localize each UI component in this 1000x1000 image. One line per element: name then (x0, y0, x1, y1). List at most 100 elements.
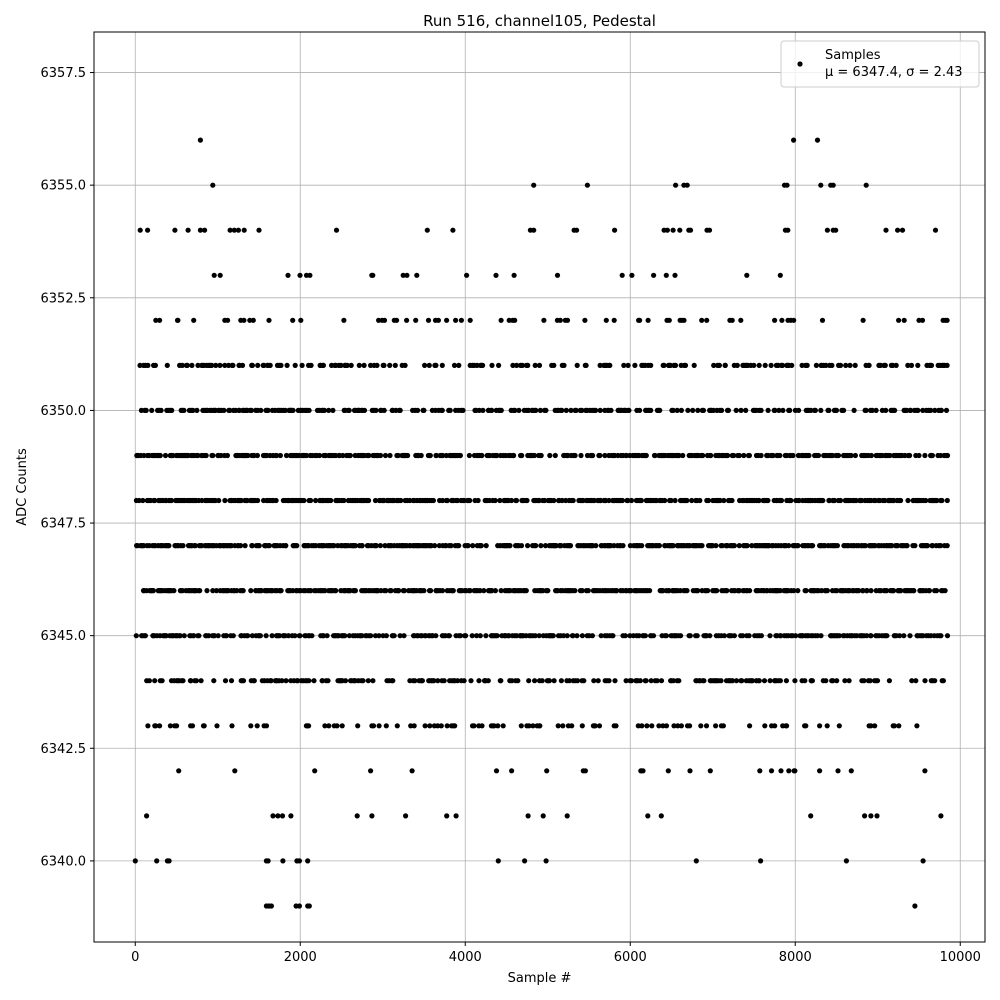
data-point (280, 858, 286, 864)
data-point (230, 633, 236, 639)
data-point (370, 678, 376, 684)
data-point (167, 723, 173, 729)
data-point (770, 452, 776, 459)
data-point (359, 543, 365, 549)
data-point (836, 633, 842, 639)
data-point (736, 452, 743, 459)
data-point (891, 723, 898, 729)
data-point (157, 317, 163, 323)
data-point (743, 407, 749, 413)
data-point (512, 407, 518, 413)
data-point (365, 678, 371, 684)
data-point (823, 678, 829, 684)
data-point (558, 678, 565, 684)
data-point (441, 678, 447, 684)
data-point (166, 543, 172, 549)
data-point (637, 317, 643, 323)
data-point (814, 137, 821, 143)
data-point (531, 182, 537, 188)
data-point (268, 903, 274, 909)
data-point (700, 407, 707, 413)
data-point (169, 407, 175, 413)
data-point (376, 633, 382, 639)
data-point (583, 362, 589, 368)
data-point (263, 723, 270, 729)
data-point (944, 362, 950, 368)
data-point (905, 362, 911, 368)
data-point (570, 497, 576, 504)
data-point (510, 452, 517, 459)
data-point (898, 497, 904, 504)
data-point (479, 723, 485, 729)
data-point (555, 723, 561, 729)
data-point (234, 588, 240, 594)
data-point (270, 813, 276, 819)
data-point (691, 362, 697, 368)
data-point (677, 227, 683, 233)
data-point (467, 588, 473, 594)
data-point (224, 452, 230, 459)
data-point (241, 227, 247, 233)
data-point (542, 497, 548, 504)
data-point (657, 407, 663, 413)
data-point (352, 588, 358, 594)
x-tick-label: 8000 (779, 950, 812, 965)
data-point (439, 497, 446, 504)
data-point (409, 768, 415, 774)
data-point (511, 272, 517, 278)
data-point (695, 588, 701, 594)
data-point (707, 768, 713, 774)
data-point (542, 543, 549, 549)
data-point (795, 588, 801, 594)
data-point (777, 678, 784, 684)
data-point (213, 362, 219, 368)
data-point (644, 723, 650, 729)
data-point (493, 768, 500, 774)
data-point (582, 768, 589, 774)
data-point (915, 407, 921, 413)
data-point (719, 543, 726, 549)
data-point (419, 678, 425, 684)
data-point (687, 768, 693, 774)
data-point (191, 317, 197, 323)
data-point (509, 678, 515, 684)
data-point (621, 362, 627, 368)
data-point (892, 407, 898, 413)
data-point (267, 362, 273, 368)
data-point (304, 452, 310, 459)
data-point (767, 678, 773, 684)
data-point (189, 362, 195, 368)
data-point (266, 317, 272, 323)
data-point (513, 497, 520, 504)
data-point (347, 452, 353, 459)
data-point (638, 497, 645, 504)
data-point (440, 452, 446, 459)
data-point (283, 543, 289, 549)
data-point (812, 407, 819, 413)
data-point (387, 362, 393, 368)
data-point (852, 452, 859, 459)
data-point (508, 497, 515, 504)
data-point (481, 588, 487, 594)
data-point (817, 723, 823, 729)
data-point (471, 723, 477, 729)
data-point (377, 452, 384, 459)
data-point (856, 588, 862, 594)
data-point (541, 317, 547, 323)
data-point (295, 678, 301, 684)
data-point (476, 407, 482, 413)
data-point (225, 317, 231, 323)
data-point (458, 317, 464, 323)
data-point (772, 723, 778, 729)
data-point (909, 678, 915, 684)
data-point (180, 678, 186, 684)
data-point (324, 633, 330, 639)
data-point (235, 227, 241, 233)
data-point (724, 588, 730, 594)
data-point (836, 723, 842, 729)
data-point (731, 452, 737, 459)
y-tick-label: 6352.5 (41, 291, 87, 306)
data-point (842, 678, 848, 684)
data-point (779, 317, 785, 323)
data-point (597, 407, 603, 413)
